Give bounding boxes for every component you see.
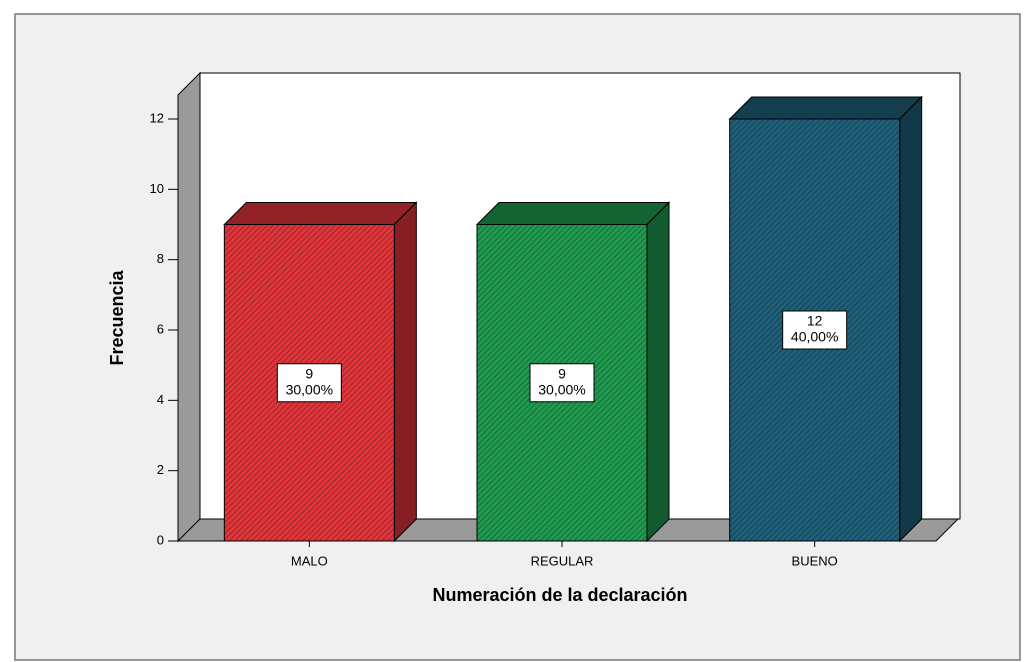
bar-side-shade	[899, 97, 922, 541]
data-label-percent: 30,00%	[286, 381, 333, 397]
data-label: 9	[305, 365, 313, 381]
y-tick-label: 12	[150, 110, 164, 125]
bar-side-shade	[647, 202, 669, 541]
side-wall	[177, 71, 201, 543]
data-label: 12	[807, 313, 823, 329]
bar-top-shade	[729, 97, 922, 119]
x-tick-label: MALO	[291, 553, 328, 568]
data-label-box	[782, 310, 848, 350]
bar-top-shade	[477, 202, 669, 225]
data-label: 9	[558, 365, 566, 381]
data-label-percent: 40,00%	[791, 329, 838, 345]
bar	[223, 201, 418, 543]
bar	[475, 201, 671, 543]
y-axis-title: Frecuencia	[107, 269, 127, 365]
data-label-box	[276, 363, 342, 403]
bar-side-shade	[394, 202, 417, 541]
y-tick-label: 0	[157, 532, 164, 547]
y-tick-label: 6	[157, 321, 164, 336]
x-axis-title: Numeración de la declaración	[432, 585, 687, 605]
x-tick-label: REGULAR	[531, 553, 594, 568]
y-tick-label: 10	[150, 181, 164, 196]
data-label-box	[529, 363, 595, 403]
y-tick-label: 2	[157, 462, 164, 477]
data-label-percent: 30,00%	[538, 381, 585, 397]
y-tick-label: 8	[157, 251, 164, 266]
bar-top-shade	[224, 202, 417, 225]
y-tick-label: 4	[157, 392, 164, 407]
x-tick-label: BUENO	[792, 553, 838, 568]
